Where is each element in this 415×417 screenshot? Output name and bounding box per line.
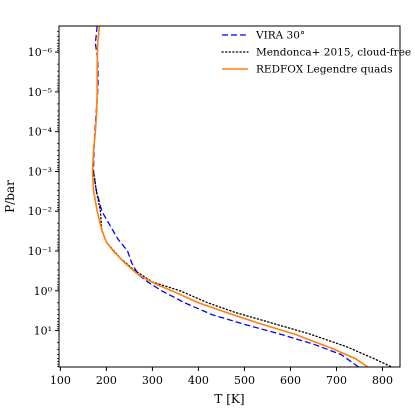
legend: VIRA 30° Mendonca+ 2015, cloud-free REDFOX… bbox=[221, 30, 411, 76]
series-group bbox=[91, 26, 393, 367]
y-tick-label-7: 10¹ bbox=[34, 325, 52, 338]
x-tick-label-700: 700 bbox=[326, 374, 347, 387]
x-tick-label-400: 400 bbox=[188, 374, 209, 387]
legend-label-3: REDFOX Legendre quads bbox=[256, 64, 393, 76]
legend-label-1: VIRA 30° bbox=[255, 30, 305, 42]
series-line-1 bbox=[92, 26, 359, 367]
x-tick-label-500: 500 bbox=[234, 374, 255, 387]
axes-layer: 100 200 300 400 500 600 700 800 10⁻⁶ 10⁻⁵ 10⁻⁴ 10⁻³… bbox=[3, 25, 401, 406]
series-line-3 bbox=[91, 26, 369, 367]
x-tick-label-800: 800 bbox=[372, 374, 393, 387]
series-line-2 bbox=[92, 170, 393, 367]
x-tick-label-600: 600 bbox=[280, 374, 301, 387]
x-tick-label-200: 200 bbox=[96, 374, 117, 387]
y-tick-label-6: 10⁰ bbox=[34, 285, 53, 298]
legend-label-2: Mendonca+ 2015, cloud-free bbox=[256, 47, 411, 59]
x-tick-label-100: 100 bbox=[50, 374, 71, 387]
plot-frame bbox=[58, 25, 401, 368]
y-tick-label-4: 10⁻² bbox=[28, 205, 52, 218]
y-tick-label-1: 10⁻⁵ bbox=[28, 86, 52, 99]
x-tick-label-300: 300 bbox=[142, 374, 163, 387]
y-tick-label-5: 10⁻¹ bbox=[28, 245, 52, 258]
x-axis-label: T [K] bbox=[214, 392, 244, 406]
y-tick-label-3: 10⁻³ bbox=[28, 165, 52, 178]
y-tick-label-0: 10⁻⁶ bbox=[28, 46, 53, 59]
plot-layer bbox=[91, 26, 393, 367]
y-axis-label: P/bar bbox=[3, 180, 17, 213]
y-tick-label-2: 10⁻⁴ bbox=[28, 126, 53, 139]
